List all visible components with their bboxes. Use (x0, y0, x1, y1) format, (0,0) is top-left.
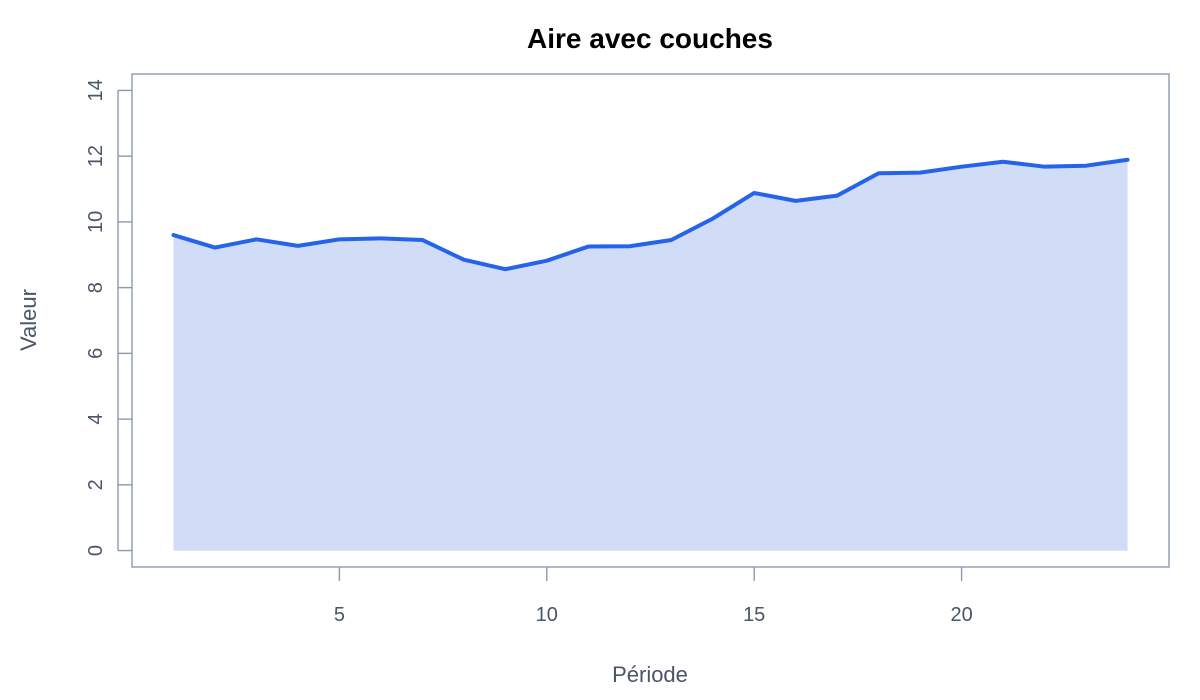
y-tick-label: 2 (85, 479, 107, 490)
y-tick-label: 10 (85, 211, 107, 233)
y-axis-label: Valeur (16, 289, 41, 351)
x-tick-label: 5 (334, 604, 345, 626)
y-tick-label: 4 (85, 414, 107, 425)
y-tick-label: 8 (85, 282, 107, 293)
plot-area (171, 157, 1130, 551)
x-axis-label: Période (612, 662, 688, 687)
x-tick-label: 20 (950, 604, 972, 626)
y-tick-label: 0 (85, 545, 107, 556)
y-tick-label: 14 (85, 79, 107, 101)
y-tick-label: 12 (85, 145, 107, 167)
x-tick-label: 10 (536, 604, 558, 626)
area-fill (173, 159, 1128, 551)
y-tick-label: 6 (85, 348, 107, 359)
series-line (171, 157, 1130, 272)
x-tick-label: 15 (743, 604, 765, 626)
x-axis: 5 10 15 20 (334, 567, 973, 626)
y-axis: 0 2 4 6 8 10 12 14 (85, 79, 132, 556)
chart-title: Aire avec couches (527, 23, 773, 54)
plot-frame (131, 73, 1170, 568)
